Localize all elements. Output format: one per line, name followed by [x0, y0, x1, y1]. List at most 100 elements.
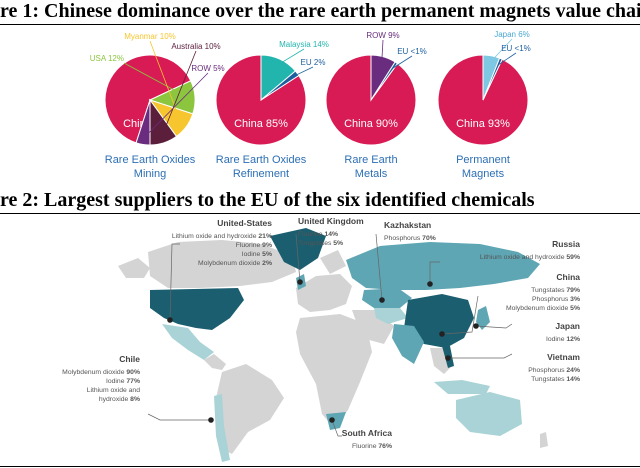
callout-line-text: Iodine 5% — [242, 251, 272, 258]
pie-2: China 85% Malaysia 14% EU 2% Rare Earth Oxi… — [215, 40, 329, 180]
region-south-africa — [326, 412, 346, 430]
callout-line-text: Iodine 12% — [546, 336, 580, 343]
callout-value: 3% — [570, 296, 580, 303]
pie-caption: Refinement — [233, 168, 289, 180]
pie-caption: Mining — [134, 168, 166, 180]
region-europe — [296, 274, 352, 312]
callout-russia: Russia Lithium oxide and hydroxide 59% — [480, 239, 580, 261]
callout-value: 8% — [130, 396, 140, 403]
callout-line-vietnam — [448, 353, 513, 359]
region-central-america — [204, 354, 226, 370]
slice-label-eu: EU <1% — [501, 44, 531, 53]
callout-line-russia — [429, 261, 440, 284]
callout-line-text: hydroxide 8% — [99, 396, 140, 403]
region-china — [404, 294, 474, 348]
callout-lines — [147, 233, 513, 437]
callout-item: Iodine — [106, 378, 126, 385]
region-indonesia — [434, 380, 490, 394]
callout-line-kazhakstan — [375, 233, 383, 301]
pie-3: China 90% ROW 9% EU <1% Rare Earth Metals — [325, 31, 427, 180]
pie-caption: Permanent — [456, 154, 510, 166]
callout-line-text: Tungstates 79% — [531, 287, 580, 294]
callout-line-text: Phosphorus 3% — [532, 296, 580, 303]
pie-4: China 93% Japan 6% EU <1% Permanent Magnets — [437, 30, 531, 180]
world-map: United-States Lithium oxide and hydroxide… — [62, 216, 580, 462]
callout-country: South Africa — [342, 428, 392, 438]
callout-line-japan — [475, 323, 513, 329]
callout-line-text: Tungstates 5% — [298, 240, 343, 247]
callout-line-text: Lithium oxide and — [87, 387, 140, 394]
region-india — [392, 324, 424, 364]
pie-charts: China 63%USA 12%Myanmar 10%Australia 10%… — [90, 30, 531, 180]
callout-item: Phosphorus — [528, 367, 566, 374]
callout-line-south-africa — [331, 419, 342, 437]
slice-label-myanmar: Myanmar 10% — [124, 32, 176, 41]
leader-line — [489, 38, 513, 63]
pie-caption: Rare Earth Oxides — [216, 154, 307, 166]
callout-japan: Japan Iodine 12% — [546, 321, 580, 343]
callout-line-text: Lithium oxide and hydroxide 59% — [480, 254, 580, 261]
region-australia — [456, 392, 522, 436]
leader-line — [291, 66, 314, 78]
callout-item: Fluorine — [236, 242, 262, 249]
pie-1: China 63%USA 12%Myanmar 10%Australia 10%… — [90, 32, 225, 180]
callout-item: Phosphorus — [532, 296, 570, 303]
callout-item: Tungstates — [531, 376, 566, 383]
callout-united-kingdom: United Kingdom Fluorine 14% Tungstates 5% — [298, 216, 364, 247]
country-dot-united-states — [167, 317, 173, 323]
callout-item: Lithium oxide and — [87, 387, 140, 394]
callout-line-text: Iodine 77% — [106, 378, 140, 385]
callout-value: 79% — [566, 287, 580, 294]
callout-country: Chile — [119, 354, 140, 364]
slice-label-usa: USA 12% — [90, 54, 124, 63]
slice-label-china: China 85% — [234, 118, 288, 130]
leader-line — [123, 62, 189, 98]
figure-2-title: re 2: Largest suppliers to the EU of the… — [0, 189, 535, 211]
callout-value: 5% — [333, 240, 343, 247]
title-rule — [0, 213, 640, 214]
callout-line-text: Phosphorus 24% — [528, 367, 580, 374]
callout-value: 2% — [262, 260, 272, 267]
callout-item: Molybdenum dioxide — [506, 305, 570, 312]
continents — [118, 228, 548, 462]
region-japan — [476, 306, 490, 330]
slice-label-row: ROW 5% — [191, 64, 224, 73]
slice-label-row: ROW 9% — [366, 31, 399, 40]
callout-value: 9% — [262, 242, 272, 249]
figure-1-title: re 1: Chinese dominance over the rare ea… — [0, 0, 640, 22]
slice-label-japan: Japan 6% — [494, 30, 530, 39]
pie-caption: Rare Earth Oxides — [105, 154, 196, 166]
callout-line-text: Phosphorus 70% — [384, 235, 436, 242]
callout-item: Lithium oxide and hydroxide — [172, 233, 259, 240]
slice-label-china: China 90% — [344, 118, 398, 130]
slice-eu — [482, 57, 503, 101]
country-dot-kazhakstan — [379, 297, 385, 303]
slice-label-australia: Australia 10% — [171, 42, 220, 51]
callout-country: United-States — [217, 218, 272, 228]
callout-line-text: Molybdenum dioxide 2% — [198, 260, 272, 267]
callout-item: Fluorine — [352, 443, 378, 450]
region-usa — [150, 288, 244, 330]
callout-kazhakstan: Kazhakstan Phosphorus 70% — [384, 220, 436, 242]
country-dot-russia — [427, 281, 433, 287]
pie-caption: Metals — [355, 168, 388, 180]
slice-label-eu: EU <1% — [397, 47, 427, 56]
region-mexico — [162, 324, 214, 360]
callout-united-states: United-States Lithium oxide and hydroxide… — [172, 218, 272, 267]
leader-line — [497, 52, 517, 66]
callout-south-africa: South Africa Fluorine 76% — [342, 428, 392, 450]
region-scandinavia — [320, 250, 346, 274]
region-south-america — [216, 364, 284, 454]
callout-item: Iodine — [546, 336, 566, 343]
callout-line-text: Tungstates 14% — [531, 376, 580, 383]
country-dot-china — [439, 331, 445, 337]
callout-line-text: Fluorine 14% — [298, 231, 338, 238]
slice-china — [104, 54, 192, 144]
region-canada — [148, 240, 296, 288]
callout-value: 24% — [566, 367, 580, 374]
country-dot-chile — [208, 417, 214, 423]
callout-country: China — [556, 272, 580, 282]
leader-line — [161, 50, 197, 137]
